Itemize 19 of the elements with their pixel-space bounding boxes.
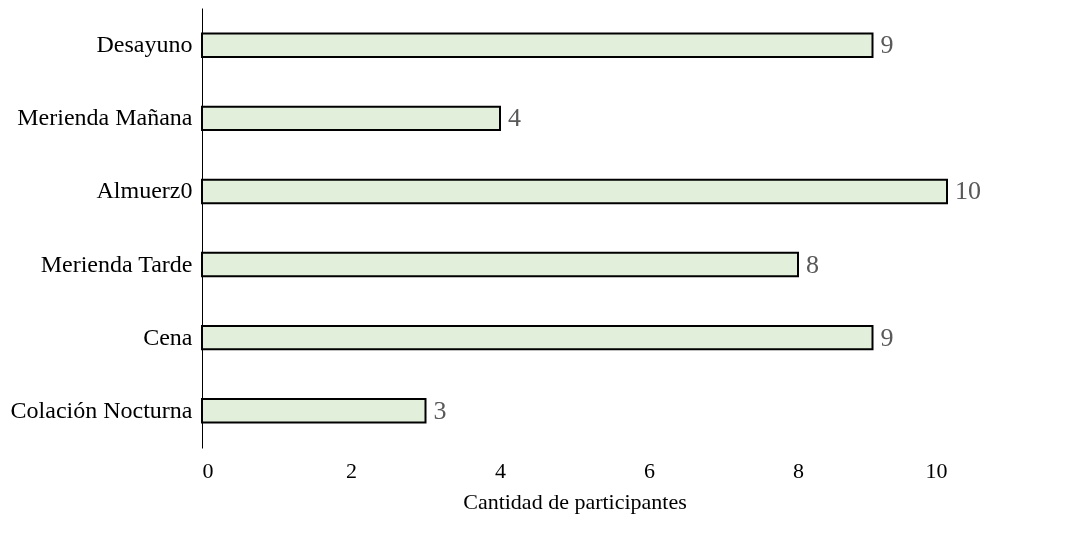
data-label: 10 (955, 176, 981, 206)
data-label: 8 (806, 249, 819, 279)
x-tick-label: 4 (495, 457, 506, 483)
x-tick-label: 6 (644, 457, 655, 483)
y-tick-label: Almuerz0 (96, 177, 193, 204)
x-tick-label: 2 (346, 457, 357, 483)
data-label: 9 (880, 322, 894, 352)
data-label: 3 (433, 395, 447, 425)
y-tick-label: Merienda Tarde (40, 250, 193, 277)
y-tick-label: Merienda Mañana (17, 104, 193, 131)
x-tick-label: 10 (925, 457, 948, 483)
x-axis-title: Cantidad de participantes (463, 488, 687, 514)
data-label: 9 (880, 30, 894, 60)
x-tick-label: 0 (202, 457, 214, 483)
x-tick-label: 8 (793, 457, 804, 483)
y-tick-label: Cena (143, 323, 193, 350)
y-tick-label: Desayuno (96, 31, 193, 58)
y-tick-label: Colación Nocturna (10, 396, 193, 423)
data-label: 4 (508, 103, 521, 133)
